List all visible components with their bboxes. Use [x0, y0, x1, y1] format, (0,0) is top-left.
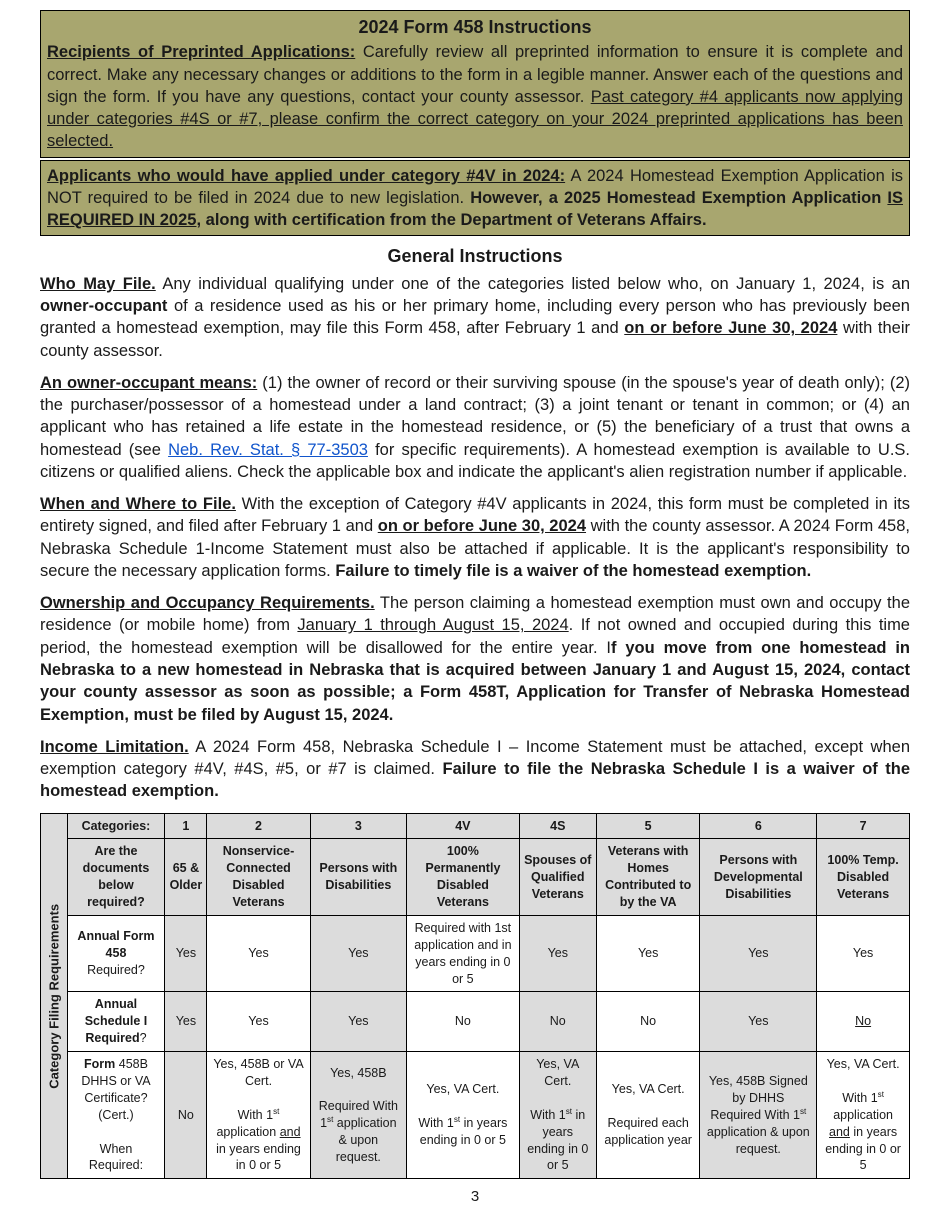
col-1-header: 1	[165, 813, 207, 839]
statute-link[interactable]: Neb. Rev. Stat. § 77-3503	[168, 441, 368, 459]
form-title: 2024 Form 458 Instructions	[47, 15, 903, 39]
who-may-file-paragraph: Who May File. Any individual qualifying …	[40, 273, 910, 362]
income-limitation-paragraph: Income Limitation. A 2024 Form 458, Nebr…	[40, 736, 910, 803]
cell-458b-2: Yes, 458B or VA Cert.With 1st applicatio…	[207, 1052, 310, 1179]
notice-box-preprinted: 2024 Form 458 Instructions Recipients of…	[40, 10, 910, 158]
preprinted-paragraph: Recipients of Preprinted Applications: C…	[47, 41, 903, 152]
docs-required-header: Are the documents below required?	[67, 839, 165, 916]
cell-458b-7: Yes, VA Cert.With 1st application and in…	[817, 1052, 910, 1179]
col-2-header: 2	[207, 813, 310, 839]
4v-lead: Applicants who would have applied under …	[47, 167, 565, 185]
4v-paragraph: Applicants who would have applied under …	[47, 165, 903, 232]
cell-458b-5: Yes, VA Cert.Required each application y…	[596, 1052, 700, 1179]
desc-4v: 100% Permanently Disabled Veterans	[407, 839, 520, 916]
row-458-label: Annual Form 458Required?	[67, 915, 165, 992]
desc-4s: Spouses of Qualified Veterans	[519, 839, 596, 916]
page-number: 3	[40, 1187, 910, 1207]
general-instructions-heading: General Instructions	[40, 244, 910, 268]
cell-458b-3: Yes, 458BRequired With 1st application &…	[310, 1052, 406, 1179]
row-annual-458: Category Filing Requirements Annual Form…	[41, 915, 910, 992]
col-7-header: 7	[817, 813, 910, 839]
desc-7: 100% Temp. Disabled Veterans	[817, 839, 910, 916]
side-header: Category Filing Requirements	[41, 813, 68, 1179]
row-458B-label: Form 458B DHHS or VA Certificate? (Cert.…	[67, 1052, 165, 1179]
desc-5: Veterans with Homes Contributed to by th…	[596, 839, 700, 916]
desc-3: Persons with Disabilities	[310, 839, 406, 916]
col-6-header: 6	[700, 813, 817, 839]
row-schI-label: Annual Schedule I Required?	[67, 992, 165, 1052]
when-where-paragraph: When and Where to File. With the excepti…	[40, 493, 910, 582]
col-4v-header: 4V	[407, 813, 520, 839]
category-requirements-table: Category Filing Requirements Categories:…	[40, 813, 910, 1180]
table-header-row-2: Are the documents below required? 65 & O…	[41, 839, 910, 916]
desc-1: 65 & Older	[165, 839, 207, 916]
preprinted-lead: Recipients of Preprinted Applications:	[47, 43, 355, 61]
row-form-458b: Form 458B DHHS or VA Certificate? (Cert.…	[41, 1052, 910, 1179]
row-schI-7: No	[817, 992, 910, 1052]
col-5-header: 5	[596, 813, 700, 839]
categories-header: Categories:	[67, 813, 165, 839]
row-annual-schedule-i: Annual Schedule I Required? Yes Yes Yes …	[41, 992, 910, 1052]
owner-occupant-paragraph: An owner-occupant means: (1) the owner o…	[40, 372, 910, 483]
col-3-header: 3	[310, 813, 406, 839]
cell-458b-6: Yes, 458B Signed by DHHSRequired With 1s…	[700, 1052, 817, 1179]
notice-box-4v: Applicants who would have applied under …	[40, 160, 910, 237]
desc-6: Persons with Developmental Disabilities	[700, 839, 817, 916]
cell-458b-4v: Yes, VA Cert.With 1st in years ending in…	[407, 1052, 520, 1179]
cell-458b-4s: Yes, VA Cert.With 1st in years ending in…	[519, 1052, 596, 1179]
col-4s-header: 4S	[519, 813, 596, 839]
ownership-occupancy-paragraph: Ownership and Occupancy Requirements. Th…	[40, 592, 910, 726]
table-header-row-1: Category Filing Requirements Categories:…	[41, 813, 910, 839]
desc-2: Nonservice-Connected Disabled Veterans	[207, 839, 310, 916]
